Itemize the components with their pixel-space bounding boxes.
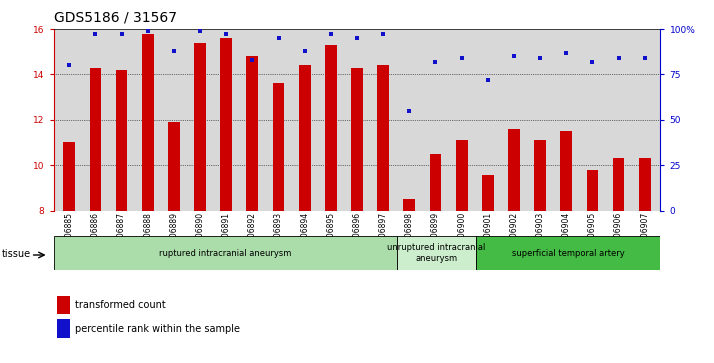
Point bbox=[351, 35, 363, 41]
Bar bbox=[246, 56, 258, 211]
Bar bbox=[325, 45, 337, 211]
Point bbox=[613, 55, 624, 61]
Point bbox=[456, 55, 468, 61]
Bar bbox=[482, 175, 493, 211]
Bar bbox=[586, 170, 598, 211]
Point bbox=[90, 32, 101, 37]
Bar bbox=[273, 83, 284, 211]
Bar bbox=[89, 68, 101, 211]
Bar bbox=[298, 65, 311, 211]
Point bbox=[430, 59, 441, 65]
Bar bbox=[221, 38, 232, 211]
Point bbox=[378, 32, 389, 37]
Bar bbox=[534, 140, 546, 211]
Bar bbox=[613, 158, 625, 211]
Point bbox=[299, 48, 311, 54]
Bar bbox=[351, 68, 363, 211]
Point bbox=[325, 32, 336, 37]
Bar bbox=[64, 143, 75, 211]
Bar bbox=[560, 131, 572, 211]
Bar bbox=[476, 236, 660, 270]
Text: percentile rank within the sample: percentile rank within the sample bbox=[75, 323, 240, 334]
Text: transformed count: transformed count bbox=[75, 300, 166, 310]
Point bbox=[142, 28, 154, 34]
Bar bbox=[194, 43, 206, 211]
Point bbox=[194, 28, 206, 34]
Bar bbox=[57, 319, 70, 338]
Bar bbox=[430, 154, 441, 211]
Bar bbox=[54, 236, 396, 270]
Point bbox=[246, 57, 258, 63]
Bar bbox=[377, 65, 389, 211]
Point bbox=[273, 35, 284, 41]
Bar bbox=[508, 129, 520, 211]
Point bbox=[534, 55, 545, 61]
Bar bbox=[57, 296, 70, 314]
Point bbox=[64, 62, 75, 68]
Text: GDS5186 / 31567: GDS5186 / 31567 bbox=[54, 11, 176, 25]
Point bbox=[403, 108, 415, 114]
Bar bbox=[396, 236, 476, 270]
Bar bbox=[168, 122, 180, 211]
Text: tissue: tissue bbox=[2, 249, 31, 259]
Point bbox=[221, 32, 232, 37]
Point bbox=[482, 77, 493, 83]
Point bbox=[560, 50, 572, 56]
Bar bbox=[639, 158, 650, 211]
Text: unruptured intracranial
aneurysm: unruptured intracranial aneurysm bbox=[387, 244, 486, 263]
Bar bbox=[403, 199, 416, 211]
Text: superficial temporal artery: superficial temporal artery bbox=[512, 249, 625, 258]
Bar bbox=[456, 140, 468, 211]
Point bbox=[116, 32, 127, 37]
Point bbox=[639, 55, 650, 61]
Bar bbox=[142, 33, 154, 211]
Text: ruptured intracranial aneurysm: ruptured intracranial aneurysm bbox=[159, 249, 291, 258]
Bar bbox=[116, 70, 128, 211]
Point bbox=[508, 53, 520, 59]
Point bbox=[169, 48, 180, 54]
Point bbox=[587, 59, 598, 65]
